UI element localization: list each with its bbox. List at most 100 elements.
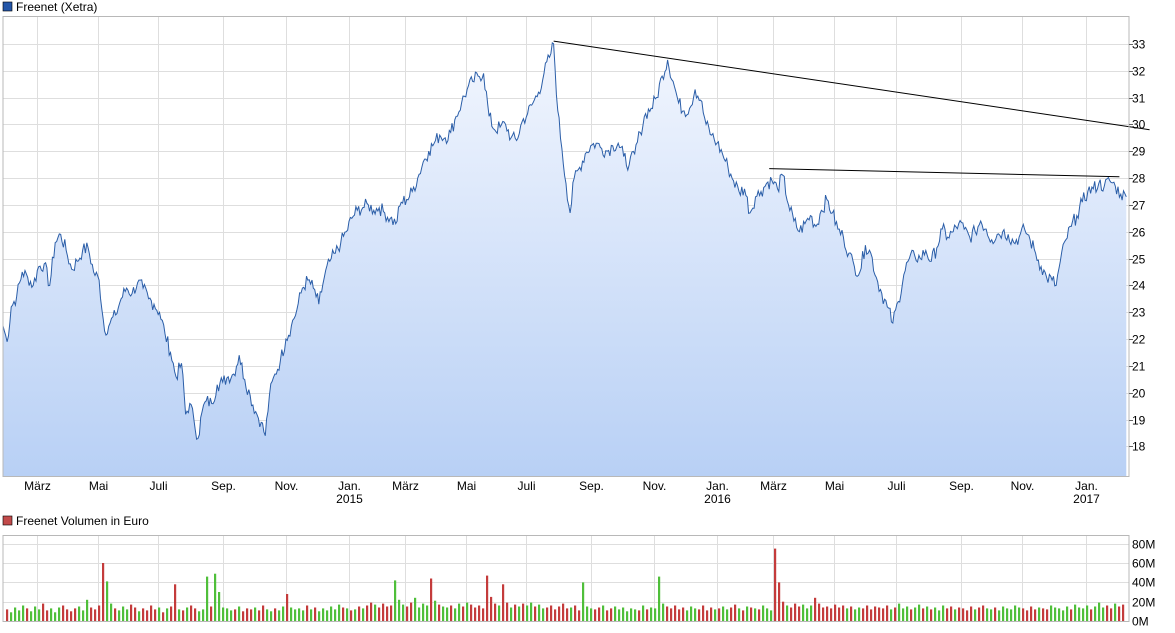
volume-bar (382, 603, 385, 621)
volume-bar (838, 607, 841, 621)
volume-bar (698, 609, 701, 621)
volume-bar (86, 599, 89, 622)
volume-bar (1002, 606, 1005, 621)
volume-bar (866, 605, 869, 621)
volume-bar (310, 609, 313, 621)
volume-bar (262, 605, 265, 621)
price-legend-swatch (2, 1, 13, 12)
month-tick-label: Nov. (1011, 479, 1035, 493)
volume-y-axis: 0M 20M 40M 60M 80M (1132, 538, 1155, 629)
volume-bar (846, 608, 849, 621)
volume-bar (362, 608, 365, 621)
volume-bar (786, 605, 789, 621)
volume-bar (1018, 607, 1021, 621)
volume-bar (754, 608, 757, 621)
volume-bar (978, 607, 981, 621)
volume-bar (50, 608, 53, 621)
volume-bar (434, 600, 437, 621)
volume-bar (922, 608, 925, 621)
volume-bar (390, 605, 393, 621)
volume-bar (1006, 608, 1009, 621)
month-tick-label: Mai (825, 479, 844, 493)
volume-bar (954, 609, 957, 621)
month-tick-label: Mai (457, 479, 476, 493)
volume-bar (482, 608, 485, 621)
volume-bar (122, 606, 125, 621)
volume-bar (82, 610, 85, 621)
volume-bar (882, 608, 885, 621)
volume-bar (822, 607, 825, 621)
volume-bar (118, 610, 121, 621)
volume-bar (342, 607, 345, 621)
volume-bar (98, 605, 101, 621)
volume-bar (1102, 607, 1105, 621)
volume-bar (878, 607, 881, 621)
volume-bar (30, 611, 33, 621)
volume-bar (926, 606, 929, 621)
volume-bar (1118, 606, 1121, 621)
volume-bar (1094, 606, 1097, 621)
volume-bar (470, 604, 473, 621)
month-tick-label: Juli (149, 479, 167, 493)
volume-bar (858, 607, 861, 621)
volume-bar (1046, 609, 1049, 621)
volume-bar (1030, 606, 1033, 621)
volume-bar (670, 608, 673, 621)
volume-bar (906, 606, 909, 621)
volume-bar (306, 605, 309, 621)
volume-bar (830, 608, 833, 621)
volume-bar (278, 610, 281, 621)
volume-bar (162, 612, 165, 621)
volume-bar (254, 607, 257, 621)
volume-bar (1110, 608, 1113, 621)
volume-bar (182, 610, 185, 621)
volume-bar (558, 606, 561, 621)
volume-bar (90, 607, 93, 621)
volume-bar (602, 605, 605, 621)
volume-bar (334, 609, 337, 621)
volume-bar (778, 582, 781, 621)
volume-bar (318, 611, 321, 621)
volume-bar (394, 580, 397, 621)
month-tick-label: März (392, 479, 419, 493)
volume-bar (130, 604, 133, 621)
volume-bar (958, 607, 961, 621)
volume-bar (898, 603, 901, 621)
price-legend-label: Freenet (Xetra) (16, 0, 97, 14)
price-plot-frame (2, 16, 1130, 477)
volume-bar (910, 609, 913, 621)
volume-bar (542, 608, 545, 621)
volume-bar (826, 606, 829, 621)
volume-bar (222, 607, 225, 621)
volume-bar (894, 607, 897, 621)
volume-bars (6, 548, 1125, 622)
volume-bar (1106, 605, 1109, 621)
price-y-tick-label: 25 (1132, 253, 1146, 267)
price-y-tick-label: 27 (1132, 199, 1146, 213)
month-tick-label: Jan. (1075, 479, 1098, 493)
volume-bar (338, 604, 341, 621)
volume-bar (962, 608, 965, 621)
volume-bar (614, 606, 617, 621)
volume-bar (538, 604, 541, 621)
price-y-tick-label: 33 (1132, 38, 1146, 52)
volume-bar (26, 608, 29, 621)
volume-bar (270, 611, 273, 621)
volume-bar (658, 576, 661, 621)
volume-bar (1042, 608, 1045, 621)
volume-bar (714, 609, 717, 621)
volume-bar (42, 603, 45, 621)
volume-bar (706, 610, 709, 621)
volume-y-tick-label: 40M (1132, 576, 1155, 590)
volume-bar (210, 606, 213, 621)
month-tick-label: Sep. (211, 479, 236, 493)
volume-bar (642, 605, 645, 621)
volume-bar (722, 606, 725, 621)
volume-bar (502, 584, 505, 621)
volume-bar (374, 604, 377, 621)
volume-bar (402, 604, 405, 621)
volume-bar (418, 607, 421, 621)
volume-bar (58, 607, 61, 621)
volume-bar (34, 606, 37, 621)
volume-bar (710, 607, 713, 621)
